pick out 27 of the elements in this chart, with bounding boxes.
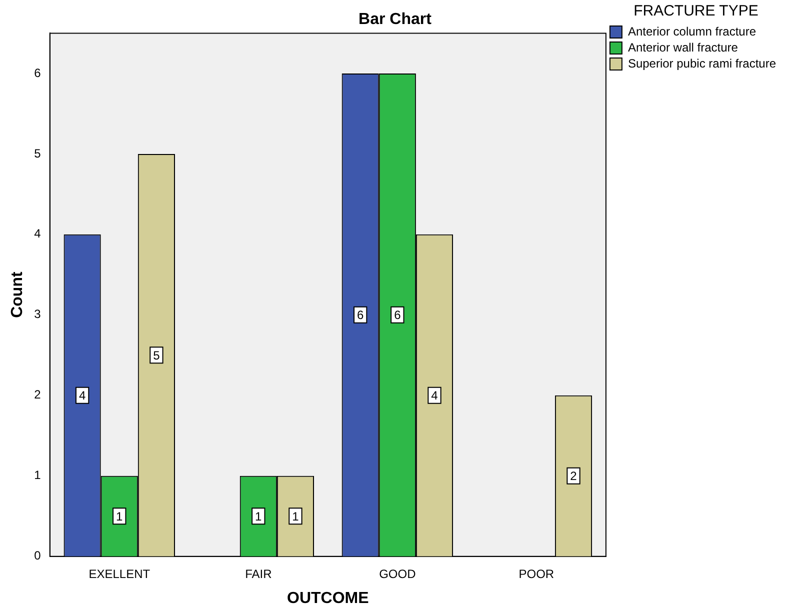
y-tick-label: 4 xyxy=(34,226,42,241)
y-axis-title: Count xyxy=(9,271,26,318)
legend-label: Superior pubic rami fracture xyxy=(628,56,776,70)
y-tick-label: 6 xyxy=(34,66,42,80)
x-tick-label: GOOD xyxy=(379,566,416,581)
data-label: 6 xyxy=(357,308,364,322)
data-label: 2 xyxy=(570,469,578,484)
x-tick-label: POOR xyxy=(518,566,554,581)
data-label: 1 xyxy=(255,509,262,524)
y-tick-label: 3 xyxy=(34,307,42,322)
y-tick-label: 0 xyxy=(34,548,42,563)
x-axis-title: OUTCOME xyxy=(287,590,370,607)
y-tick-label: 5 xyxy=(34,146,42,160)
legend-label: Anterior wall fracture xyxy=(628,40,738,54)
x-tick-label: EXELLENT xyxy=(88,566,151,581)
data-label: 5 xyxy=(153,348,160,362)
chart-title: Bar Chart xyxy=(358,11,432,28)
y-tick-label: 2 xyxy=(34,388,42,402)
data-label: 4 xyxy=(431,388,438,403)
data-label: 4 xyxy=(78,388,86,403)
legend-title: FRACTURE TYPE xyxy=(634,2,758,20)
data-label: 6 xyxy=(394,308,402,322)
legend-label: Anterior column fracture xyxy=(628,24,756,38)
data-label: 1 xyxy=(116,509,124,524)
y-tick-label: 1 xyxy=(34,468,42,482)
data-label: 1 xyxy=(292,509,300,524)
x-tick-label: FAIR xyxy=(245,566,272,581)
